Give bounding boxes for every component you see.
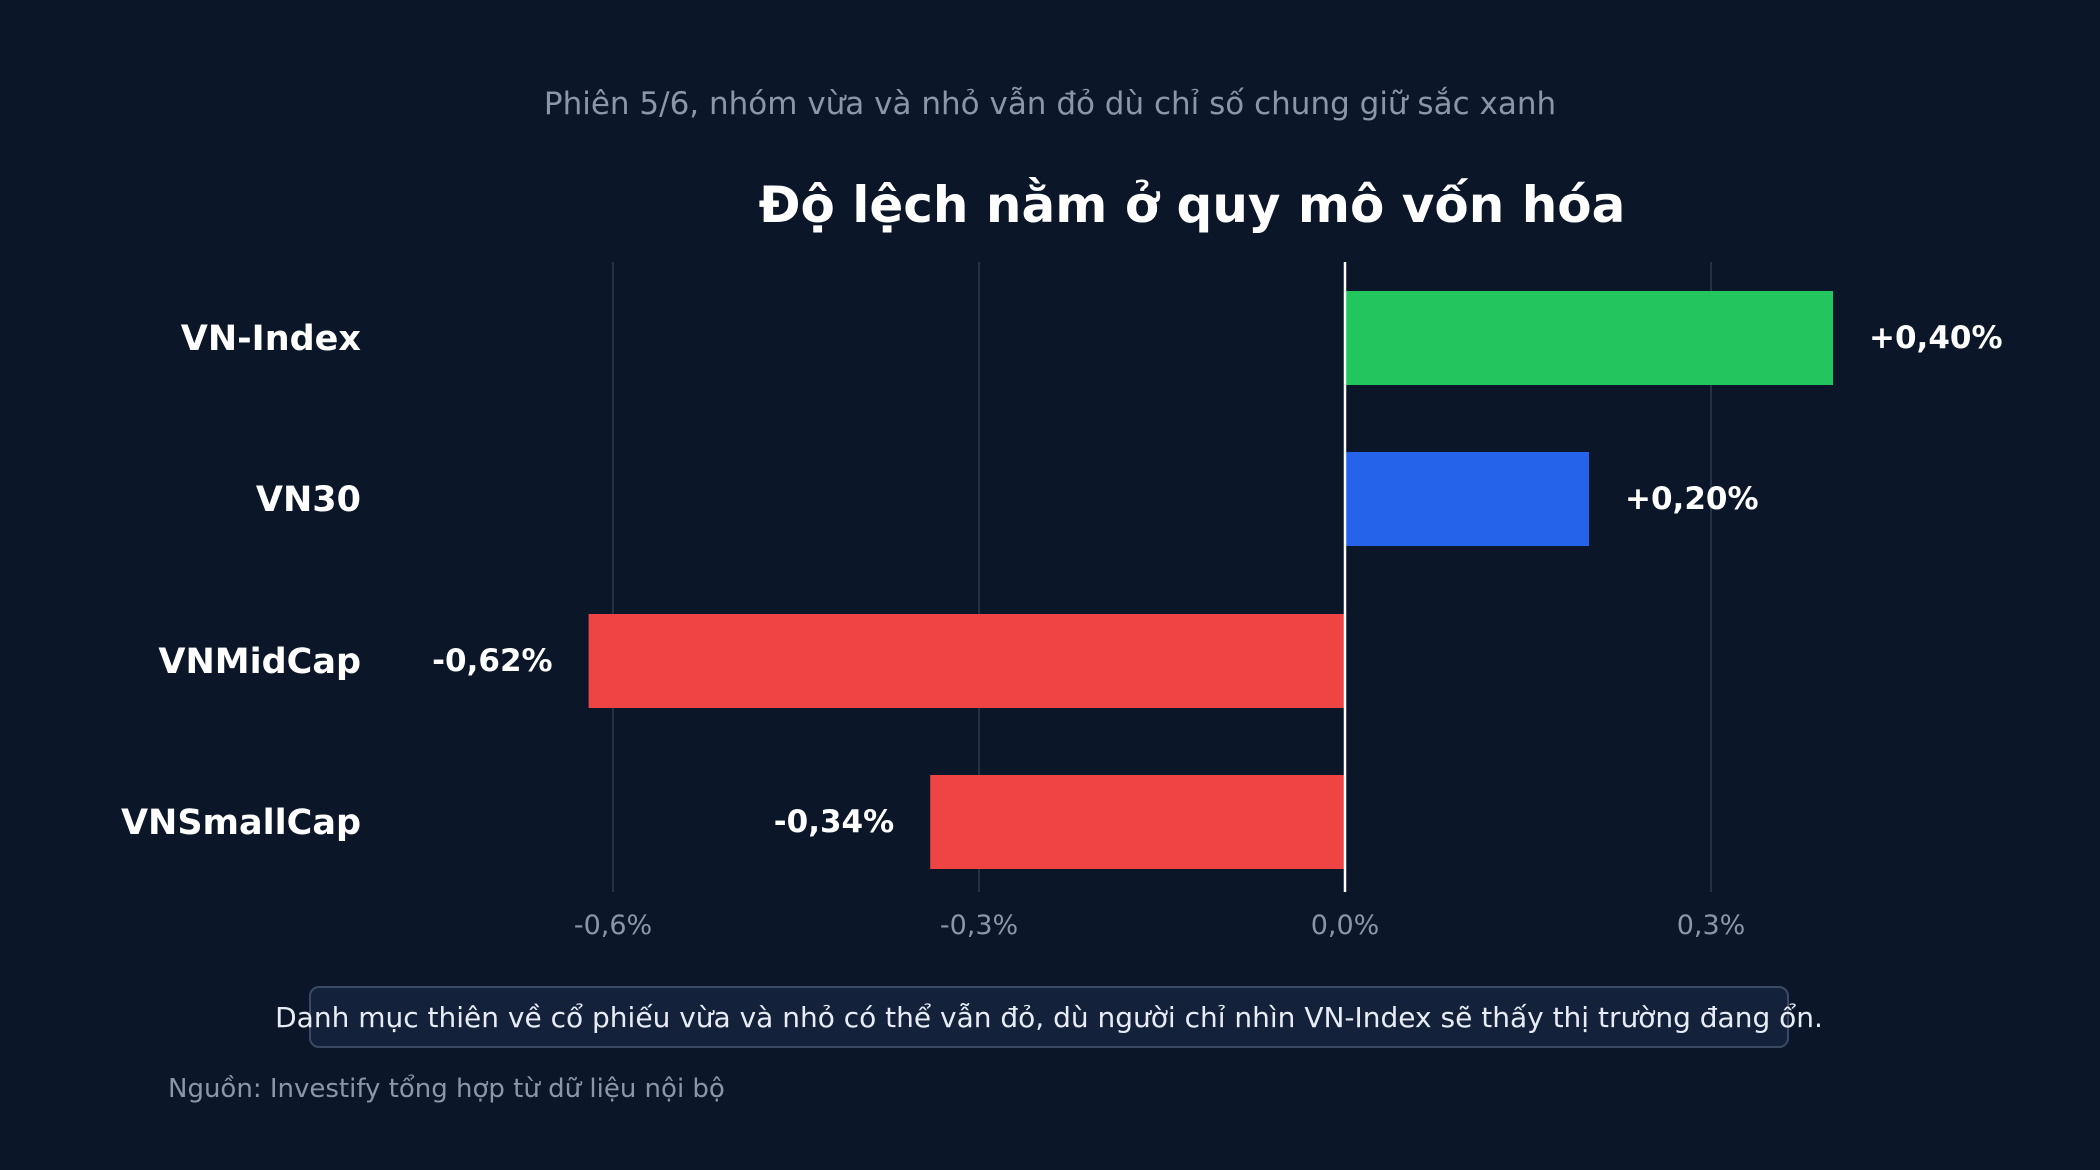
- x-tick-label: 0,0%: [1311, 910, 1380, 941]
- category-label: VNSmallCap: [121, 803, 361, 843]
- chart-title: Độ lệch nằm ở quy mô vốn hóa: [758, 176, 1626, 234]
- source-note: Nguồn: Investify tổng hợp từ dữ liệu nội…: [168, 1074, 725, 1104]
- value-label: +0,20%: [1625, 481, 1759, 517]
- value-label: -0,62%: [432, 643, 552, 679]
- value-label: +0,40%: [1869, 320, 2003, 356]
- note-box: Danh mục thiên về cổ phiếu vừa và nhỏ có…: [275, 986, 1823, 1048]
- category-label: VN-Index: [181, 319, 362, 359]
- category-label: VNMidCap: [158, 642, 361, 682]
- bar-vnmidcap: [588, 614, 1345, 708]
- bar-vn30: [1345, 452, 1589, 546]
- x-tick-label: -0,6%: [574, 910, 652, 941]
- chart-subtitle: Phiên 5/6, nhóm vừa và nhỏ vẫn đỏ dù chỉ…: [543, 86, 1557, 122]
- x-tick-label: -0,3%: [940, 910, 1018, 941]
- value-label: -0,34%: [774, 804, 894, 840]
- category-label: VN30: [256, 480, 361, 520]
- note-text: Danh mục thiên về cổ phiếu vừa và nhỏ có…: [275, 1000, 1823, 1034]
- bar-vnsmallcap: [930, 775, 1345, 869]
- x-tick-label: 0,3%: [1677, 910, 1746, 941]
- bar-vn-index: [1345, 291, 1833, 385]
